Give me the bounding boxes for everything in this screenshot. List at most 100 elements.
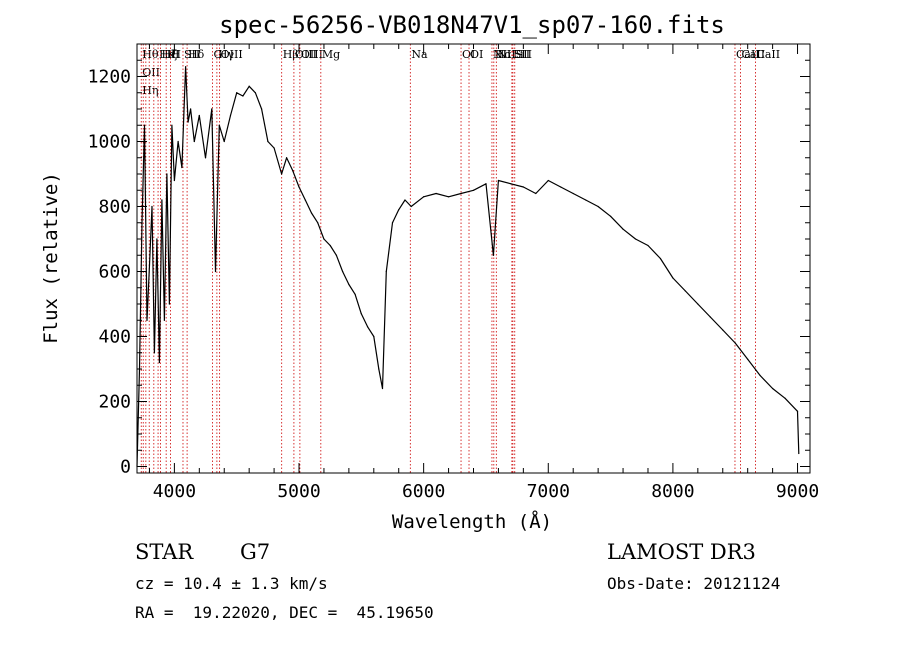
flux-data-point	[747, 358, 749, 360]
x-tick-label: 8000	[651, 481, 694, 502]
flux-data-point	[223, 140, 225, 143]
line-marker-label: OIII	[295, 48, 317, 61]
line-marker-label: NII	[497, 48, 515, 61]
flux-data-point	[404, 199, 406, 201]
x-tick-label: 6000	[402, 481, 445, 502]
flux-data-point	[492, 254, 495, 256]
y-tick-label: 1000	[88, 132, 131, 153]
flux-data-point	[609, 215, 612, 217]
flux-data-point	[497, 179, 500, 182]
line-marker-label: OI	[470, 48, 483, 61]
flux-data-point	[304, 199, 306, 201]
line-marker-label: NII	[493, 48, 511, 61]
y-tick-label: 600	[98, 262, 131, 283]
flux-data-point	[622, 228, 624, 230]
y-tick-label: 0	[120, 457, 131, 478]
flux-data-point	[280, 173, 283, 175]
y-tick-label: 200	[98, 392, 131, 413]
x-tick-label: 4000	[153, 481, 196, 502]
flux-data-point	[153, 352, 156, 354]
flux-data-point	[146, 319, 148, 321]
x-axis-label: Wavelength (Å)	[392, 510, 552, 533]
flux-data-point	[784, 397, 786, 399]
flux-data-point	[709, 316, 711, 318]
line-marker-label: H	[171, 48, 181, 61]
x-axis: 4000 5000 6000 7000 8000 9000	[148, 44, 819, 502]
flux-data-point	[218, 124, 220, 126]
flux-data-point	[173, 179, 175, 182]
line-marker-label: SII	[514, 48, 530, 61]
flux-data-point	[510, 183, 512, 185]
y-tick-label: 800	[98, 197, 131, 218]
line-marker-label: CaII	[741, 48, 765, 61]
flux-data-point	[298, 186, 300, 188]
flux-data-point	[214, 270, 217, 273]
line-marker-label: CaII	[736, 48, 760, 61]
flux-data-point	[156, 238, 158, 240]
flux-data-point	[187, 121, 189, 123]
line-marker-label: Hδ	[188, 48, 205, 61]
line-marker-label: SII	[516, 48, 532, 61]
flux-data-point	[261, 108, 263, 110]
flux-data-point	[398, 209, 400, 211]
plot-frame	[136, 43, 811, 474]
flux-data-point	[522, 186, 524, 188]
flux-data-point	[410, 205, 412, 208]
flux-data-point	[185, 66, 187, 68]
flux-data-point	[585, 199, 587, 201]
flux-data-point	[485, 183, 487, 185]
flux-data-point	[447, 196, 450, 198]
flux-data-point	[323, 238, 325, 240]
line-marker-label: Hζ	[162, 48, 178, 61]
flux-data-point	[354, 293, 356, 295]
flux-data-point	[796, 410, 799, 412]
flux-data-point	[547, 179, 549, 182]
flux-data-point	[634, 238, 637, 240]
flux-data-point	[143, 124, 146, 126]
flux-data-point	[189, 108, 192, 110]
y-axis: 0 200 400 600 800 1000 1200	[88, 43, 810, 478]
y-tick-label: 1200	[88, 67, 131, 88]
flux-data-point	[292, 170, 294, 172]
flux-data-point	[310, 212, 313, 214]
flux-series-line	[136, 66, 800, 467]
flux-data-point	[366, 326, 369, 328]
flux-data-point	[254, 92, 256, 94]
flux-data-point	[385, 270, 387, 273]
flux-data-point	[798, 452, 800, 455]
line-marker-label: K	[167, 48, 176, 61]
x-tick-label: 9000	[776, 481, 819, 502]
flux-data-point	[171, 124, 173, 126]
series-layer	[136, 66, 800, 468]
flux-data-point	[560, 186, 562, 188]
flux-data-point	[181, 166, 183, 169]
flux-data-point	[684, 290, 686, 292]
flux-data-point	[211, 108, 213, 110]
flux-data-point	[204, 157, 207, 159]
line-marker-label: OIII	[301, 48, 323, 61]
flux-data-point	[198, 114, 200, 117]
flux-data-point	[360, 313, 362, 315]
line-marker-label: Hθ	[142, 48, 159, 61]
line-marker-label: Hβ	[283, 48, 299, 61]
y-tick-label: 400	[98, 327, 131, 348]
flux-data-point	[177, 140, 179, 143]
flux-data-point	[148, 264, 151, 266]
flux-data-point	[267, 140, 269, 143]
flux-data-point	[672, 277, 674, 279]
flux-data-point	[659, 257, 662, 260]
line-marker-label: Hη	[142, 84, 158, 97]
flux-data-point	[342, 270, 344, 273]
survey-name: LAMOST DR3	[607, 540, 756, 564]
line-marker-label: Hγ	[218, 48, 235, 61]
line-marker-label: OIII	[221, 48, 243, 61]
flux-data-point	[734, 342, 736, 344]
flux-data-point	[572, 192, 574, 195]
flux-data-point	[158, 361, 161, 364]
line-marker-label: CaII	[756, 48, 780, 61]
flux-data-point	[163, 319, 166, 321]
flux-data-point	[273, 147, 275, 149]
flux-data-point	[161, 199, 163, 201]
